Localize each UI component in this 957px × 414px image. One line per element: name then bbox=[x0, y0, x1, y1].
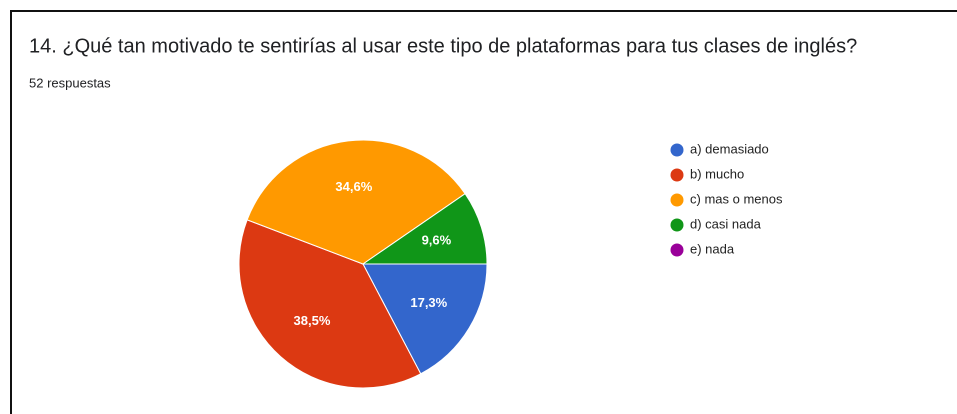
slice-label: 38,5% bbox=[294, 313, 331, 328]
legend-label: a) demasiado bbox=[690, 141, 769, 156]
legend-label: d) casi nada bbox=[690, 216, 762, 231]
legend-swatch bbox=[670, 243, 684, 257]
legend-label: e) nada bbox=[690, 241, 735, 256]
legend-swatch bbox=[670, 218, 684, 232]
chart-subtitle: 52 respuestas bbox=[29, 75, 111, 90]
slice-label: 9,6% bbox=[422, 233, 452, 248]
legend-swatch bbox=[670, 168, 684, 182]
pie-slice bbox=[246, 139, 466, 265]
legend-swatch bbox=[670, 193, 684, 207]
chart-title: 14. ¿Qué tan motivado te sentirías al us… bbox=[29, 35, 857, 57]
pie-slice bbox=[362, 263, 488, 375]
legend-label: b) mucho bbox=[690, 166, 744, 181]
legend-swatch bbox=[670, 143, 684, 157]
legend-label: c) mas o menos bbox=[690, 191, 783, 206]
pie-slice bbox=[361, 192, 488, 265]
slice-label: 34,6% bbox=[335, 179, 372, 194]
pie-slice bbox=[238, 219, 422, 389]
card-frame bbox=[10, 10, 957, 414]
slice-label: 17,3% bbox=[410, 295, 447, 310]
